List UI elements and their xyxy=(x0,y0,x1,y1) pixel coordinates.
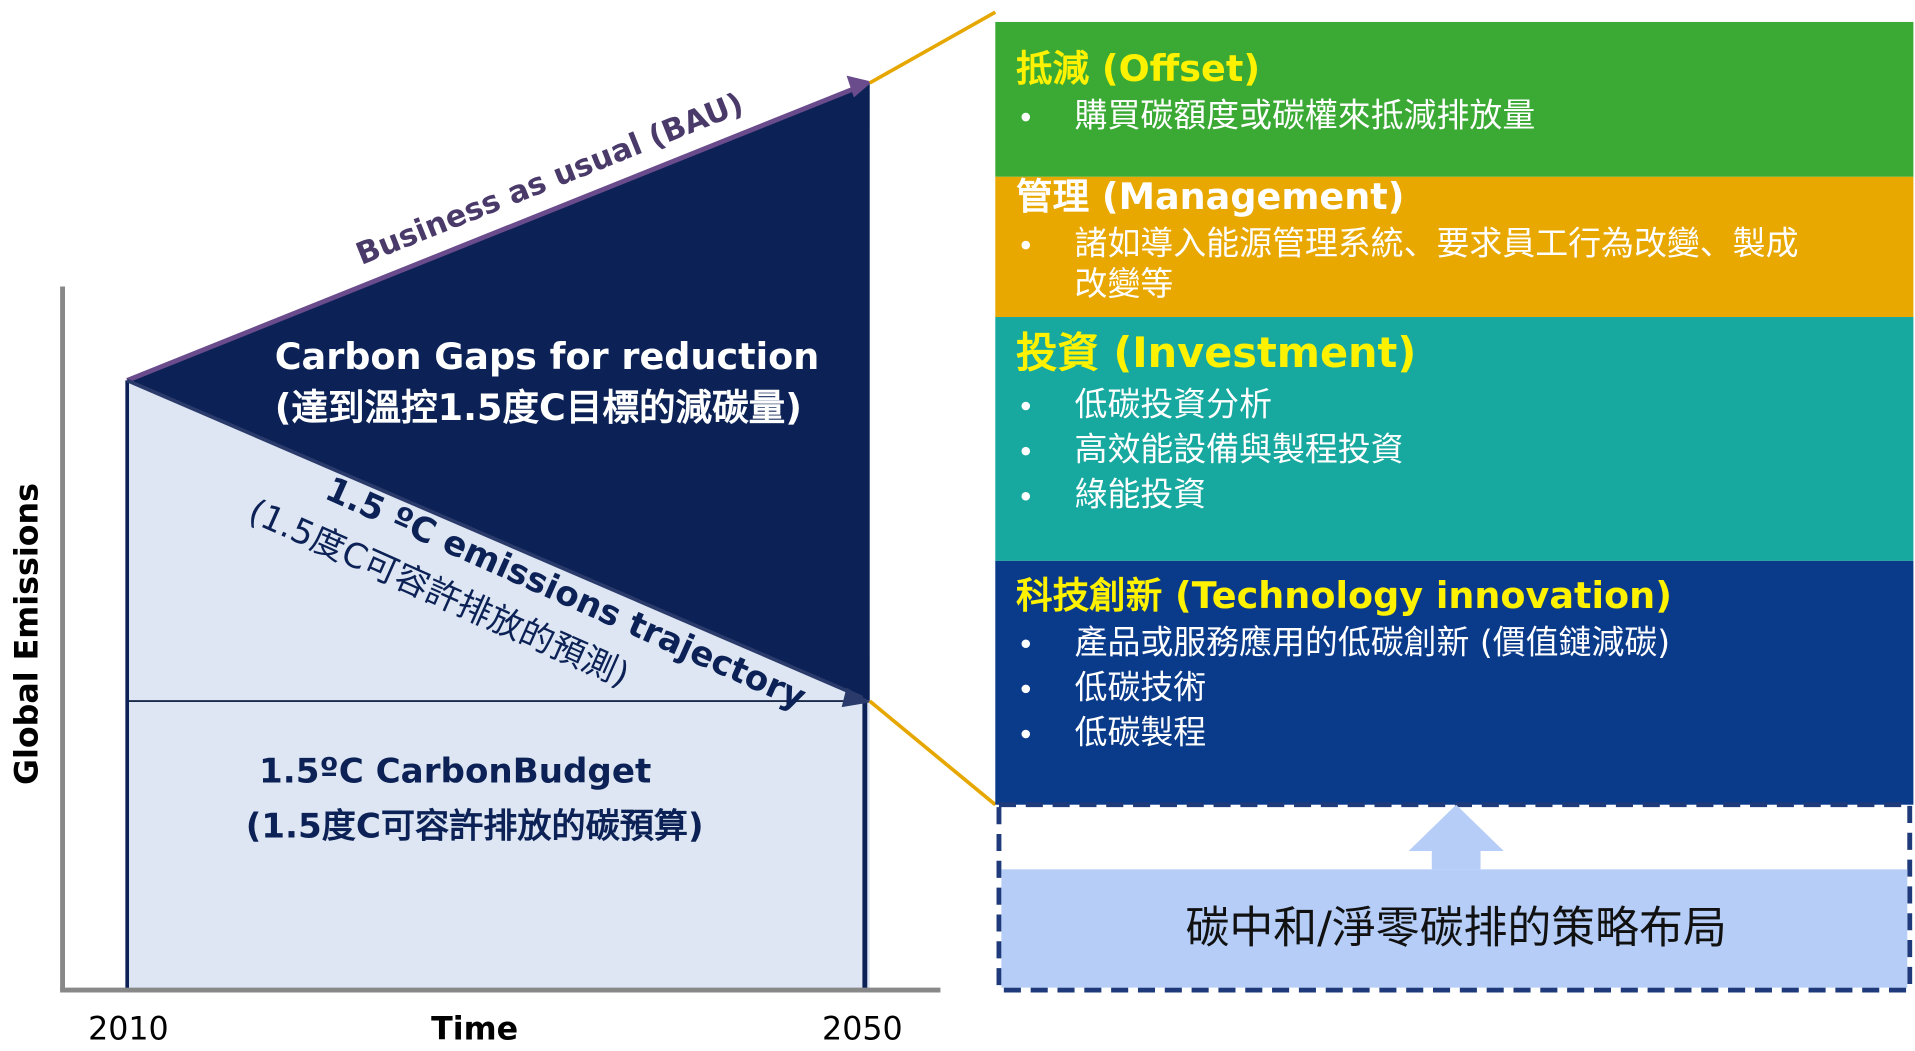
section-title: 投資 (Investment) xyxy=(1016,329,1416,377)
arrow-head xyxy=(841,687,871,708)
offset-box xyxy=(995,21,1914,177)
up-arrow xyxy=(1408,804,1504,870)
bullet xyxy=(1021,684,1031,694)
trajectory-arrow xyxy=(126,378,864,700)
trajectory-area xyxy=(127,380,870,991)
budget-label: (1.5度C可容許排放的碳預算) xyxy=(246,806,704,846)
bullet xyxy=(1021,240,1031,250)
section-title: 管理 (Management) xyxy=(1016,175,1404,218)
investment-box xyxy=(995,317,1914,561)
base-label: 碳中和/淨零碳排的策略布局 xyxy=(1186,902,1727,953)
section-title: 科技創新 (Technology innovation) xyxy=(1016,574,1672,617)
management-box xyxy=(995,176,1914,318)
bullet-text: 高效能設備與製程投資 xyxy=(1075,430,1404,469)
base-fill xyxy=(1001,869,1908,988)
bullet xyxy=(1021,401,1031,411)
section-title: 抵減 (Offset) xyxy=(1016,47,1260,90)
x-end: 2050 xyxy=(822,1011,903,1047)
technology-box xyxy=(995,560,1914,805)
bullet-text: 綠能投資 xyxy=(1075,475,1207,514)
base-box xyxy=(996,802,1913,993)
bullet-text: 產品或服務應用的低碳創新 (價值鏈減碳) xyxy=(1075,622,1671,661)
bau-arrow xyxy=(126,83,864,383)
gap-label: (達到溫控1.5度C目標的減碳量) xyxy=(275,386,802,429)
bullet-text: 低碳技術 xyxy=(1075,667,1207,706)
bullet xyxy=(1021,639,1031,649)
bullet xyxy=(1021,446,1031,456)
bullet-text: 改變等 xyxy=(1075,264,1174,303)
bullet-text: 諸如導入能源管理系統、要求員工行為改變、製成 xyxy=(1075,224,1799,263)
connector xyxy=(868,10,997,85)
x-start: 2010 xyxy=(88,1011,169,1047)
bullet xyxy=(1021,112,1031,122)
bullet-text: 低碳投資分析 xyxy=(1075,385,1272,424)
connector xyxy=(868,699,997,807)
y-axis-label: Global Emissions xyxy=(9,483,45,785)
budget-label: 1.5ºC CarbonBudget xyxy=(259,752,651,792)
bullet-text: 低碳製程 xyxy=(1075,712,1207,751)
gap-area xyxy=(127,82,870,702)
arrow-head xyxy=(846,75,873,98)
bullet xyxy=(1021,491,1031,501)
gap-label: Carbon Gaps for reduction xyxy=(275,335,820,378)
bullet xyxy=(1021,729,1031,739)
bullet-text: 購買碳額度或碳權來抵減排放量 xyxy=(1075,96,1536,135)
x-axis-label: Time xyxy=(431,1011,518,1047)
